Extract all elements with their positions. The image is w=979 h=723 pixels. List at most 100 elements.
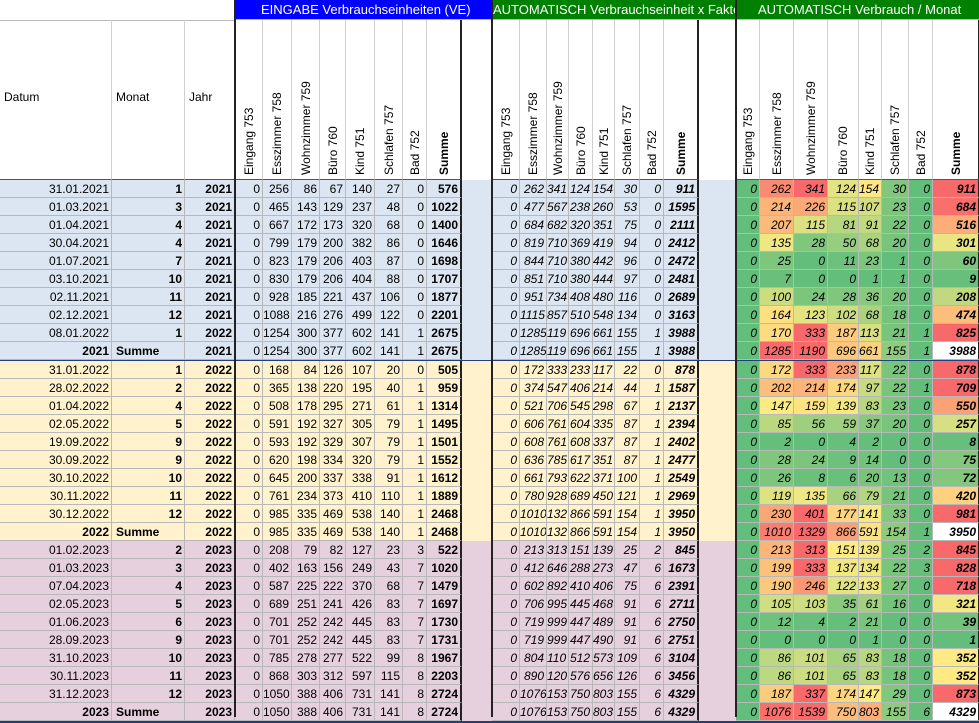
cell-af-3[interactable]: 153	[547, 703, 569, 722]
cell-ve-3[interactable]: 303	[292, 667, 320, 686]
cell-ve-5[interactable]: 140	[346, 180, 375, 198]
cell-af-3[interactable]: 785	[547, 450, 569, 469]
cell-am-7[interactable]: 0	[909, 631, 933, 650]
cell-ve-7[interactable]: 1	[403, 468, 427, 487]
cell-ve-1[interactable]: 0	[235, 685, 263, 704]
cell-af-4[interactable]: 622	[569, 468, 593, 487]
cell-af-7[interactable]: 0	[640, 270, 664, 289]
cell-ve-5[interactable]: 437	[346, 288, 375, 307]
cell-datum[interactable]: 01.07.2021	[0, 252, 112, 271]
cell-am-5[interactable]: 23	[859, 252, 882, 271]
cell-af-2[interactable]: 684	[520, 216, 547, 235]
cell-jahr[interactable]: 2021	[185, 198, 235, 217]
cell-af-5[interactable]: 442	[593, 252, 615, 271]
cell-ve-7[interactable]: 1	[403, 324, 427, 343]
cell-af-4[interactable]: 410	[569, 577, 593, 596]
cell-am-3[interactable]: 159	[794, 396, 828, 415]
cell-af-8[interactable]: 1587	[664, 378, 699, 397]
cell-am-3[interactable]: 0	[794, 270, 828, 289]
cell-af-8[interactable]: 2750	[664, 613, 699, 632]
cell-datum[interactable]: 30.04.2021	[0, 234, 112, 253]
cell-ve-1[interactable]: 0	[235, 342, 263, 361]
cell-af-5[interactable]: 450	[593, 486, 615, 505]
cell-af-6[interactable]: 155	[615, 703, 640, 722]
cell-af-4[interactable]: 151	[569, 541, 593, 559]
cell-ve-5[interactable]: 305	[346, 414, 375, 433]
cell-am-2[interactable]: 147	[760, 396, 794, 415]
cell-af-3[interactable]: 928	[547, 486, 569, 505]
cell-ve-3[interactable]: 278	[292, 649, 320, 668]
cell-af-8[interactable]: 2549	[664, 468, 699, 487]
cell-af-7[interactable]: 1	[640, 450, 664, 469]
cell-af-7[interactable]: 1	[640, 396, 664, 415]
cell-am-3[interactable]: 24	[794, 450, 828, 469]
cell-af-5[interactable]: 260	[593, 198, 615, 217]
cell-af-8[interactable]: 3163	[664, 306, 699, 325]
cell-af-7[interactable]: 6	[640, 595, 664, 614]
cell-ve-2[interactable]: 508	[263, 396, 292, 415]
cell-af-4[interactable]: 510	[569, 306, 593, 325]
cell-am-4[interactable]: 4	[828, 432, 859, 451]
cell-af-7[interactable]: 6	[640, 685, 664, 704]
cell-datum[interactable]: 01.02.2023	[0, 541, 112, 559]
cell-ve-4[interactable]: 222	[320, 577, 346, 596]
cell-ve-4[interactable]: 312	[320, 667, 346, 686]
cell-af-6[interactable]: 91	[615, 613, 640, 632]
cell-af-1[interactable]: 0	[492, 252, 520, 271]
cell-ve-6[interactable]: 106	[375, 288, 403, 307]
cell-ve-4[interactable]: 469	[320, 522, 346, 541]
cell-ve-4[interactable]: 242	[320, 613, 346, 632]
cell-am-5[interactable]: 1	[859, 270, 882, 289]
cell-am-8[interactable]: 3988	[933, 342, 979, 361]
cell-af-8[interactable]: 1673	[664, 559, 699, 578]
cell-am-4[interactable]: 6	[828, 468, 859, 487]
cell-ve-8[interactable]: 1889	[427, 486, 462, 505]
cell-ve-7[interactable]: 3	[403, 541, 427, 559]
cell-ve-2[interactable]: 591	[263, 414, 292, 433]
cell-ve-3[interactable]: 198	[292, 450, 320, 469]
cell-ve-7[interactable]: 1	[403, 450, 427, 469]
cell-af-4[interactable]: 750	[569, 685, 593, 704]
cell-af-5[interactable]: 351	[593, 216, 615, 235]
cell-af-2[interactable]: 1285	[520, 324, 547, 343]
cell-datum[interactable]: 30.11.2023	[0, 667, 112, 686]
cell-ve-6[interactable]: 79	[375, 414, 403, 433]
cell-ve-3[interactable]: 300	[292, 324, 320, 343]
cell-ve-3[interactable]: 200	[292, 468, 320, 487]
cell-am-6[interactable]: 25	[882, 541, 909, 559]
cell-ve-4[interactable]: 67	[320, 180, 346, 198]
cell-jahr[interactable]: 2023	[185, 631, 235, 650]
cell-ve-2[interactable]: 1088	[263, 306, 292, 325]
cell-ve-1[interactable]: 0	[235, 432, 263, 451]
cell-ve-3[interactable]: 252	[292, 631, 320, 650]
cell-af-5[interactable]: 351	[593, 450, 615, 469]
header-monat[interactable]: Monat	[112, 20, 185, 180]
cell-ve-2[interactable]: 830	[263, 270, 292, 289]
cell-am-2[interactable]: 214	[760, 198, 794, 217]
cell-am-6[interactable]: 155	[882, 342, 909, 361]
cell-ve-3[interactable]: 185	[292, 288, 320, 307]
cell-ve-4[interactable]: 206	[320, 270, 346, 289]
cell-datum[interactable]: 19.09.2022	[0, 432, 112, 451]
cell-am-7[interactable]: 1	[909, 342, 933, 361]
cell-af-7[interactable]: 0	[640, 252, 664, 271]
cell-am-7[interactable]: 0	[909, 306, 933, 325]
cell-ve-7[interactable]: 1	[403, 504, 427, 523]
cell-ve-3[interactable]: 216	[292, 306, 320, 325]
cell-af-6[interactable]: 67	[615, 396, 640, 415]
cell-am-2[interactable]: 86	[760, 667, 794, 686]
cell-monat[interactable]: 10	[112, 468, 185, 487]
cell-monat[interactable]: 1	[112, 180, 185, 198]
cell-af-3[interactable]: 706	[547, 396, 569, 415]
cell-ve-2[interactable]: 256	[263, 180, 292, 198]
cell-am-8[interactable]: 981	[933, 504, 979, 523]
cell-af-3[interactable]: 793	[547, 468, 569, 487]
cell-am-8[interactable]: 72	[933, 468, 979, 487]
cell-af-4[interactable]: 288	[569, 559, 593, 578]
cell-ve-3[interactable]: 138	[292, 378, 320, 397]
cell-af-8[interactable]: 845	[664, 541, 699, 559]
cell-ve-3[interactable]: 335	[292, 504, 320, 523]
cell-af-2[interactable]: 1010	[520, 504, 547, 523]
cell-am-6[interactable]: 18	[882, 667, 909, 686]
cell-af-3[interactable]: 995	[547, 595, 569, 614]
